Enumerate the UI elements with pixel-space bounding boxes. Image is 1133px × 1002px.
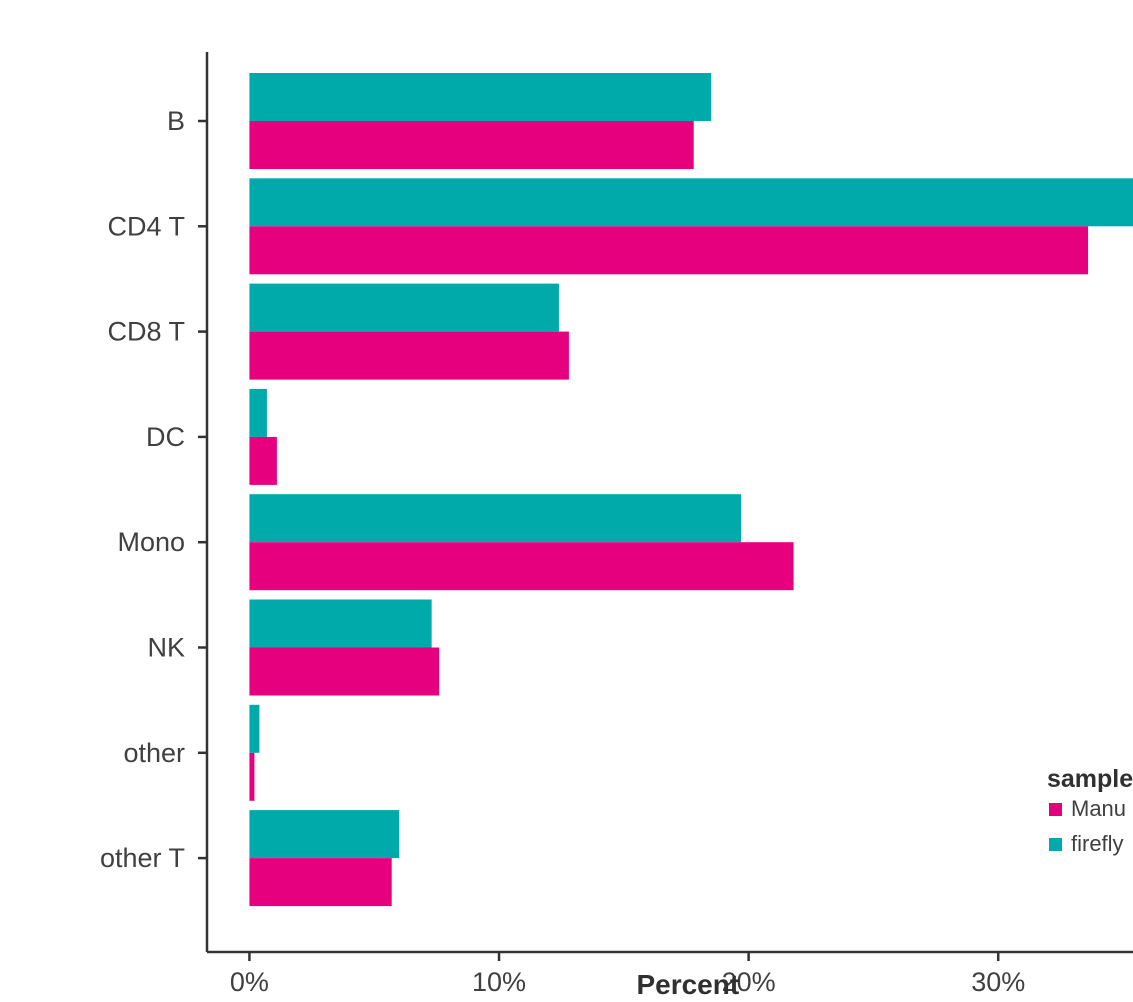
bars-layer [249,73,1133,907]
bar-dc-firefly [249,388,267,437]
y-tick-label-other: other [123,738,185,768]
bar-cd4-t-manu [249,226,1089,275]
axes-layer [205,52,1133,954]
bar-nk-manu [249,647,440,696]
ticks-layer: B CD4 T CD8 T DC Mono NK other other T 0% 10% 20% 3… [100,106,1025,997]
bar-other-manu [249,752,255,801]
y-tick-label-dc: DC [146,422,185,452]
x-tick-label-10: 10% [472,967,526,997]
x-axis-title: Percent [636,969,739,997]
legend: sample Manu firefly [1047,765,1133,856]
bar-cd8-t-manu [249,331,569,380]
bar-cd8-t-firefly [249,283,559,332]
legend-swatch-manu [1049,803,1062,816]
bar-cd4-t-firefly [249,178,1133,227]
x-tick-label-20: 20% [722,967,776,997]
legend-title: sample [1047,765,1133,793]
bar-b-firefly [249,73,712,121]
x-tick-label-30: 30% [971,967,1025,997]
bar-nk-firefly [249,599,432,648]
legend-label-firefly: firefly [1071,831,1124,856]
y-tick-label-cd4-t: CD4 T [107,211,185,241]
bar-other-t-manu [249,858,392,907]
y-tick-label-cd8-t: CD8 T [107,317,185,347]
y-tick-label-nk: NK [147,633,185,663]
x-tick-label-0: 0% [230,967,269,997]
bar-dc-manu [249,436,277,485]
legend-label-manu: Manu [1071,796,1126,821]
bar-b-manu [249,121,694,169]
bar-other-t-firefly [249,810,400,859]
legend-swatch-firefly [1049,838,1062,851]
bar-mono-manu [249,542,794,591]
y-tick-label-other-t: other T [100,843,185,873]
bar-mono-firefly [249,494,742,543]
y-tick-label-mono: Mono [117,527,185,557]
y-tick-label-b: B [167,106,185,136]
bar-other-firefly [249,704,260,753]
